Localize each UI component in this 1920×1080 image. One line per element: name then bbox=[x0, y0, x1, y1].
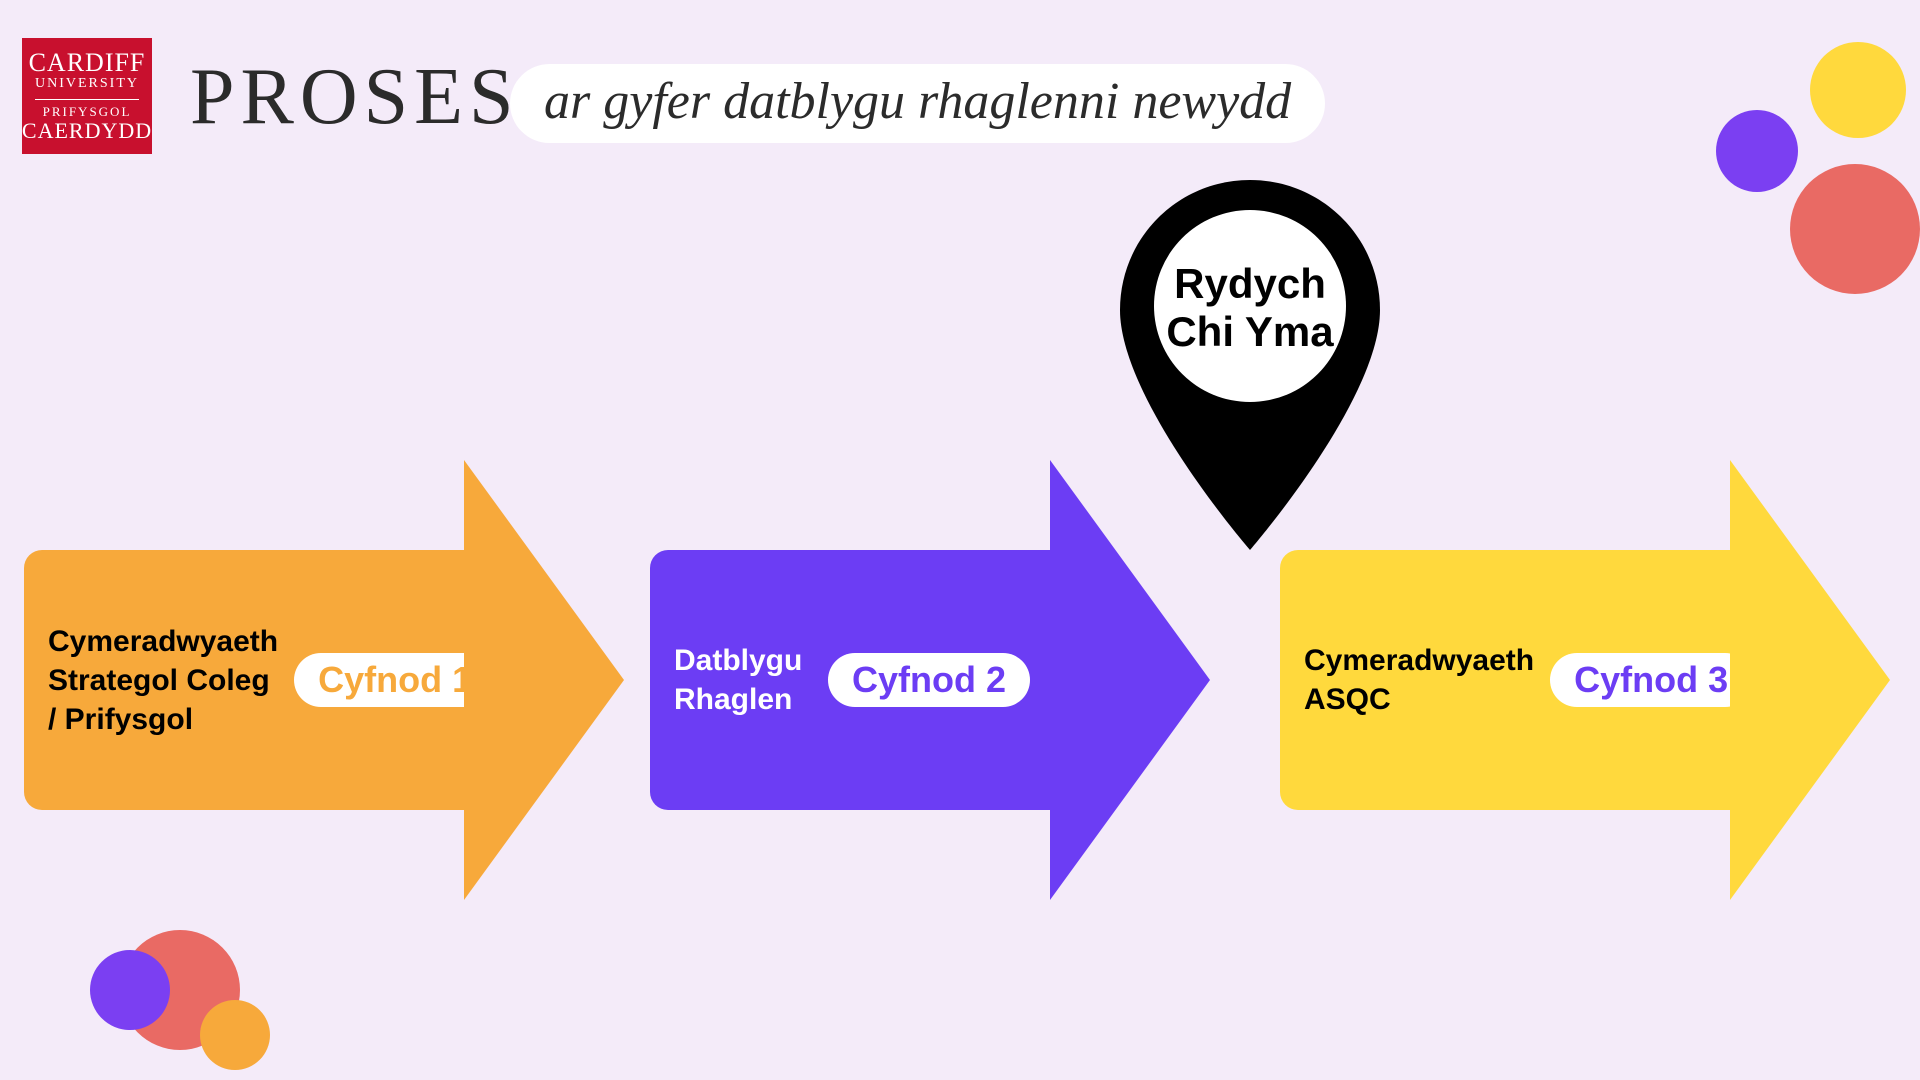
stage-pill: Cyfnod 3 bbox=[1550, 653, 1752, 707]
stage-pill: Cyfnod 2 bbox=[828, 653, 1030, 707]
arrow-body: Datblygu Rhaglen Cyfnod 2 bbox=[650, 550, 1050, 810]
arrow-head bbox=[1730, 460, 1890, 900]
arrow-head bbox=[464, 460, 624, 900]
decorative-circle bbox=[90, 950, 170, 1030]
logo-line1: CARDIFF bbox=[29, 50, 146, 76]
decorative-circle bbox=[1810, 42, 1906, 138]
decorative-circle bbox=[1790, 164, 1920, 294]
arrow-body: Cymeradwyaeth Strategol Coleg / Prifysgo… bbox=[24, 550, 464, 810]
decorative-circle bbox=[200, 1000, 270, 1070]
arrow-label: Datblygu Rhaglen bbox=[674, 641, 812, 719]
decorative-circle bbox=[1716, 110, 1798, 192]
arrow-label: Cymeradwyaeth Strategol Coleg / Prifysgo… bbox=[48, 622, 278, 739]
logo-line4: CAERDYDD bbox=[22, 120, 152, 142]
you-are-here-pin: Rydych Chi Yma bbox=[1120, 180, 1380, 565]
university-logo: CARDIFF UNIVERSITY PRIFYSGOL CAERDYDD bbox=[22, 38, 152, 154]
map-pin-icon bbox=[1120, 180, 1380, 560]
arrow-body: Cymeradwyaeth ASQCCyfnod 3 bbox=[1280, 550, 1730, 810]
logo-line2: UNIVERSITY bbox=[35, 76, 139, 93]
page-subtitle: ar gyfer datblygu rhaglenni newydd bbox=[510, 64, 1325, 143]
arrow-label: Cymeradwyaeth ASQC bbox=[1304, 641, 1534, 719]
page-title: PROSES bbox=[190, 52, 519, 143]
pin-label: Rydych Chi Yma bbox=[1150, 260, 1350, 357]
arrow-stage1: Cymeradwyaeth Strategol Coleg / Prifysgo… bbox=[24, 460, 624, 900]
